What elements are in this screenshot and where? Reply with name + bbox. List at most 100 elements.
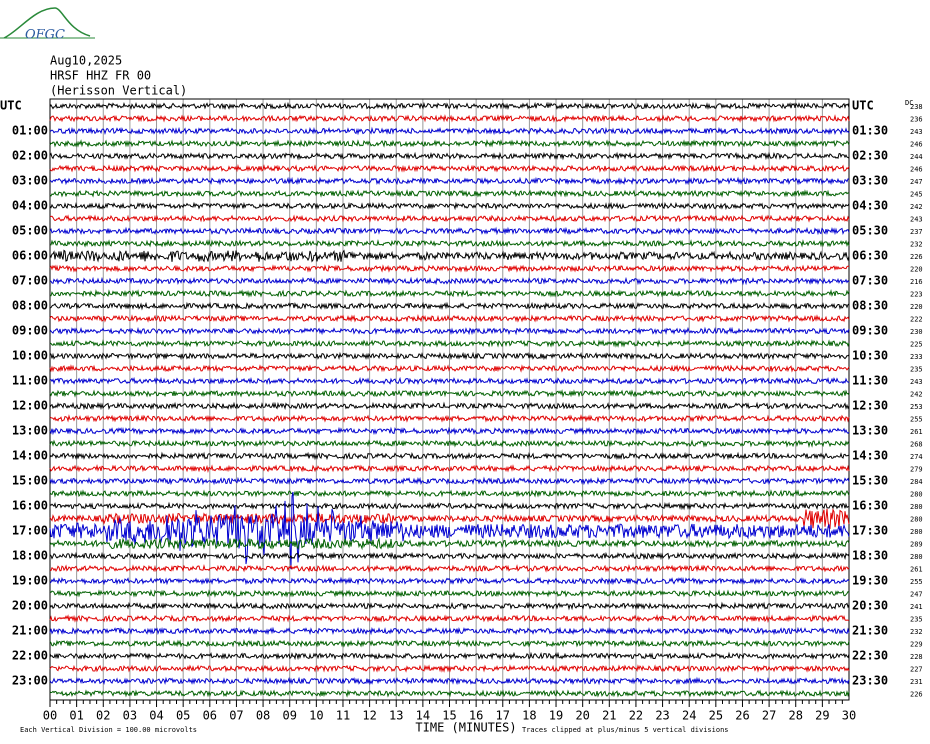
seismic-trace <box>49 264 850 273</box>
seismic-trace <box>49 564 850 573</box>
dc-value: 280 <box>910 528 923 536</box>
seismic-trace <box>49 537 850 551</box>
x-tick-label: 28 <box>789 709 803 723</box>
x-tick-label: 22 <box>629 709 643 723</box>
seismic-trace <box>49 601 850 611</box>
seismic-trace <box>49 339 850 348</box>
dc-value: 244 <box>910 153 923 161</box>
seismic-trace <box>49 439 850 448</box>
seismic-trace <box>49 114 850 123</box>
seismic-trace <box>49 651 850 661</box>
left-time-label: 11:00 <box>12 374 48 388</box>
dc-value: 243 <box>910 128 923 136</box>
seismic-trace <box>49 576 850 586</box>
seismic-trace <box>50 239 850 248</box>
header-station: HRSF HHZ FR 00 <box>50 69 151 83</box>
right-time-label: 21:30 <box>852 624 888 638</box>
right-time-label: 04:30 <box>852 199 888 213</box>
right-time-label: 02:30 <box>852 149 888 163</box>
dc-value: 261 <box>910 566 923 574</box>
dc-value: 237 <box>910 228 923 236</box>
header-location: (Herisson Vertical) <box>50 84 187 98</box>
x-tick-label: 30 <box>842 709 856 723</box>
right-time-label: 05:30 <box>852 224 888 238</box>
x-tick-label: 20 <box>575 709 589 723</box>
right-time-label: 06:30 <box>852 249 888 263</box>
dc-value: 220 <box>910 303 923 311</box>
dc-value: 235 <box>910 366 923 374</box>
left-time-label: 17:00 <box>12 524 48 538</box>
dc-value: 241 <box>910 603 923 611</box>
seismic-trace <box>49 351 850 361</box>
dc-value: 238 <box>910 103 923 111</box>
dc-value: 232 <box>910 241 923 249</box>
x-tick-label: 01 <box>69 709 83 723</box>
right-time-label: 17:30 <box>852 524 888 538</box>
x-tick-label: 25 <box>709 709 723 723</box>
x-tick-label: 05 <box>176 709 190 723</box>
logo-text: OFGC <box>25 28 65 43</box>
dc-value: 227 <box>910 666 923 674</box>
seismic-trace <box>49 501 850 511</box>
x-tick-label: 07 <box>229 709 243 723</box>
dc-value: 235 <box>910 616 923 624</box>
right-time-label: 01:30 <box>852 124 888 138</box>
x-tick-label: 14 <box>416 709 430 723</box>
plot-frame <box>49 98 850 701</box>
left-time-label: 03:00 <box>12 174 48 188</box>
seismic-trace <box>49 614 850 623</box>
left-time-label: 06:00 <box>12 249 48 263</box>
dc-value: 216 <box>910 278 923 286</box>
seismic-trace <box>49 491 850 570</box>
x-tick-label: 10 <box>309 709 323 723</box>
left-time-label: 10:00 <box>12 349 48 363</box>
logo-curve <box>3 7 91 39</box>
left-time-label: 08:00 <box>12 299 48 313</box>
seismic-trace <box>49 249 850 263</box>
dc-value: 243 <box>910 378 923 386</box>
seismic-trace <box>49 626 850 636</box>
seismic-trace <box>49 201 850 211</box>
dc-value: 243 <box>910 216 923 224</box>
x-tick-label: 08 <box>256 709 270 723</box>
seismic-trace <box>49 364 850 373</box>
dc-value: 236 <box>910 116 923 124</box>
dc-value: 255 <box>910 416 923 424</box>
right-time-label: 22:30 <box>852 649 888 663</box>
dc-value: 222 <box>910 316 923 324</box>
left-time-label: 19:00 <box>12 574 48 588</box>
left-time-label: 15:00 <box>12 474 48 488</box>
right-time-label: 07:30 <box>852 274 888 288</box>
dc-value: 233 <box>910 353 923 361</box>
x-tick-label: 00 <box>43 709 57 723</box>
seismic-trace <box>49 164 850 173</box>
seismic-trace <box>49 426 850 436</box>
seismic-trace <box>50 289 850 298</box>
right-time-label: 15:30 <box>852 474 888 488</box>
seismic-trace <box>49 226 850 236</box>
right-time-label: 14:30 <box>852 449 888 463</box>
x-tick-label: 02 <box>96 709 110 723</box>
dc-value: 242 <box>910 391 923 399</box>
dc-value: 289 <box>910 541 923 549</box>
seismic-trace <box>49 301 850 311</box>
left-time-label: 21:00 <box>12 624 48 638</box>
dc-value: 280 <box>910 553 923 561</box>
dc-value: 242 <box>910 203 923 211</box>
x-tick-label: 17 <box>496 709 510 723</box>
left-time-label: 20:00 <box>12 599 48 613</box>
left-time-label: 05:00 <box>12 224 48 238</box>
right-time-label: 09:30 <box>852 324 888 338</box>
dc-value: 226 <box>910 253 923 261</box>
x-tick-label: 06 <box>203 709 217 723</box>
x-tick-label: 15 <box>442 709 456 723</box>
left-time-label: 02:00 <box>12 149 48 163</box>
left-time-label: 04:00 <box>12 199 48 213</box>
right-time-label: 11:30 <box>852 374 888 388</box>
left-time-label: 07:00 <box>12 274 48 288</box>
left-time-label: 13:00 <box>12 424 48 438</box>
seismic-trace <box>49 451 850 461</box>
dc-value: 223 <box>910 291 923 299</box>
dc-value: 225 <box>910 341 923 349</box>
dc-value: 261 <box>910 428 923 436</box>
